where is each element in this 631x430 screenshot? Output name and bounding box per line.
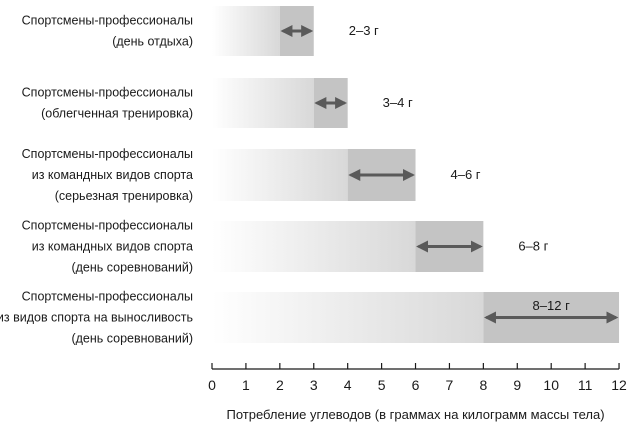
category-label: Спортсмены-профессионалы из командных вид…	[22, 147, 193, 203]
category-label-line: (серьезная тренировка)	[55, 189, 193, 203]
category-label-line: из командных видов спорта	[32, 168, 193, 182]
bar-group: 2–3 г	[212, 6, 379, 56]
x-tick-label: 1	[242, 377, 250, 393]
category-label: Спортсмены-профессионалы из видов спорта …	[0, 290, 193, 346]
category-label-line: (день соревнований)	[71, 261, 193, 275]
category-labels: Спортсмены-профессионалы(день отдыха)Спо…	[0, 14, 193, 346]
range-value-label: 2–3 г	[349, 23, 379, 38]
x-tick-label: 5	[378, 377, 386, 393]
category-label-line: Спортсмены-профессионалы	[22, 219, 193, 233]
x-tick-label: 9	[513, 377, 521, 393]
category-label: Спортсмены-профессионалы (день отдыха)	[22, 14, 193, 49]
range-value-label: 8–12 г	[533, 298, 571, 313]
x-tick-label: 8	[479, 377, 487, 393]
category-label-line: Спортсмены-профессионалы	[22, 14, 193, 28]
x-tick-label: 10	[543, 377, 559, 393]
category-label-line: (облегченная тренировка)	[41, 107, 193, 121]
bar-gradient	[212, 149, 348, 201]
category-label-line: Спортсмены-профессионалы	[22, 86, 193, 100]
category-label-line: (день соревнований)	[71, 332, 193, 346]
x-axis-title: Потребление углеводов (в граммах на кило…	[226, 407, 604, 422]
bar-group: 4–6 г	[212, 149, 481, 201]
x-axis: 0 1 2 3 4 5 6 7 8 9 10 11 12	[208, 363, 627, 393]
x-tick-label: 6	[412, 377, 420, 393]
category-label: Спортсмены-профессионалы (облегченная тре…	[22, 86, 193, 121]
category-label-line: (день отдыха)	[112, 35, 193, 49]
x-tick-label: 2	[276, 377, 284, 393]
category-label-line: Спортсмены-профессионалы	[22, 147, 193, 161]
bar-gradient	[212, 221, 416, 272]
bar-group: 6–8 г	[212, 221, 549, 272]
bar-group: 8–12 г	[212, 292, 620, 343]
x-tick-label: 12	[611, 377, 627, 393]
range-value-label: 3–4 г	[383, 95, 413, 110]
bar-gradient	[212, 78, 314, 128]
range-value-label: 6–8 г	[518, 239, 548, 254]
range-value-label: 4–6 г	[450, 167, 480, 182]
category-label-line: Спортсмены-профессионалы	[22, 290, 193, 304]
x-tick-label: 4	[344, 377, 352, 393]
bar-gradient	[212, 6, 280, 56]
x-tick-label: 7	[446, 377, 454, 393]
bar-group: 3–4 г	[212, 78, 413, 128]
bar-gradient	[212, 292, 484, 343]
category-label: Спортсмены-профессионалы из командных вид…	[22, 219, 193, 275]
x-tick-label: 3	[310, 377, 318, 393]
x-tick-label: 0	[208, 377, 216, 393]
bars-layer: 2–3 г 3–4 г 4–6 г 6–8 г 8–12 г	[212, 6, 620, 343]
x-tick-label: 11	[578, 377, 593, 393]
category-label-line: из видов спорта на выносливость	[0, 311, 193, 325]
category-label-line: из командных видов спорта	[32, 240, 193, 254]
